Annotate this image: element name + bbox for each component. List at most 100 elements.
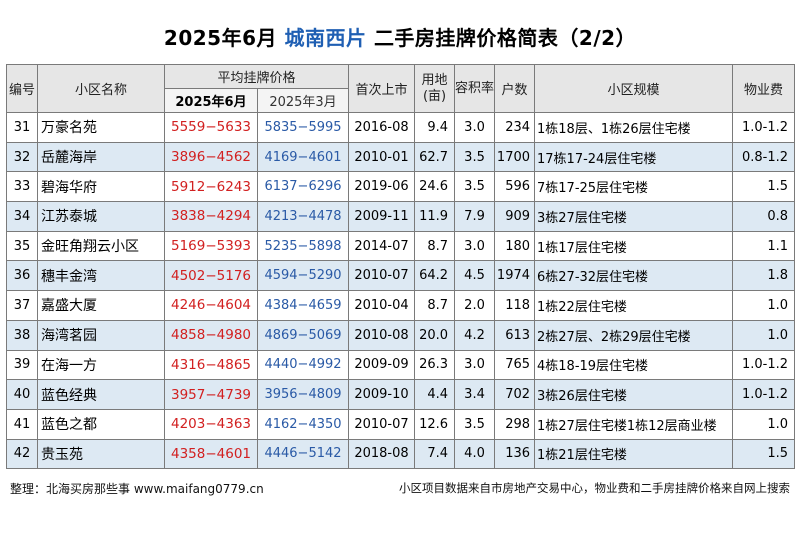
footer-credit: 整理：北海买房那些事 www.maifang0779.cn (10, 482, 264, 496)
cell-far: 3.5 (454, 408, 496, 440)
cell-price-mar: 4384−4659 (256, 290, 350, 321)
cell-name: 海湾茗园 (37, 319, 165, 351)
cell-name: 嘉盛大厦 (37, 290, 165, 321)
cell-name: 岳麓海岸 (37, 141, 165, 173)
cell-first-listed: 2010-01 (348, 141, 416, 173)
header-avg-price: 平均挂牌价格 (163, 64, 350, 89)
cell-price-jun: 3838−4294 (164, 201, 258, 232)
cell-no: 37 (6, 290, 38, 321)
cell-households: 298 (494, 408, 536, 440)
cell-far: 3.0 (454, 112, 496, 143)
cell-price-jun: 3957−4739 (164, 379, 258, 410)
cell-price-mar: 4594−5290 (256, 260, 350, 292)
cell-no: 31 (6, 112, 38, 143)
cell-land: 62.7 (414, 141, 456, 173)
cell-land: 20.0 (414, 319, 456, 351)
cell-scale: 17栋17-24层住宅楼 (534, 141, 734, 173)
cell-scale: 6栋27-32层住宅楼 (534, 260, 734, 292)
cell-land: 12.6 (414, 408, 456, 440)
cell-fee: 0.8-1.2 (732, 141, 796, 173)
cell-first-listed: 2018-08 (348, 438, 416, 470)
cell-land: 11.9 (414, 201, 456, 232)
header-land: 用地(亩) (414, 64, 456, 113)
cell-price-mar: 4169−4601 (256, 141, 350, 173)
table-row: 34 江苏泰城 3838−4294 4213−4478 2009-11 11.9 7.9 90… (6, 201, 796, 232)
cell-fee: 1.0 (732, 408, 796, 440)
table-row: 39 在海一方 4316−4865 4440−4992 2009-09 26.3 3.0 76… (6, 349, 796, 381)
header-households: 户数 (494, 64, 536, 113)
table-row: 38 海湾茗园 4858−4980 4869−5069 2010-08 20.0 4.2 61… (6, 319, 796, 351)
cell-price-mar: 6137−6296 (256, 171, 350, 203)
cell-first-listed: 2010-07 (348, 408, 416, 440)
cell-land: 8.7 (414, 290, 456, 321)
cell-name: 万豪名苑 (37, 112, 165, 143)
cell-no: 42 (6, 438, 38, 470)
cell-fee: 1.0-1.2 (732, 349, 796, 381)
table-row: 37 嘉盛大厦 4246−4604 4384−4659 2010-04 8.7 2.0 118… (6, 290, 796, 321)
title-district: 城南西片 (284, 26, 367, 50)
cell-no: 39 (6, 349, 38, 381)
cell-far: 4.5 (454, 260, 496, 292)
cell-no: 41 (6, 408, 38, 440)
cell-households: 136 (494, 438, 536, 470)
cell-land: 24.6 (414, 171, 456, 203)
table-row: 31 万豪名苑 5559−5633 5835−5995 2016-08 9.4 3.0 234… (6, 112, 796, 143)
cell-scale: 1栋27层住宅楼1栋12层商业楼 (534, 408, 734, 440)
cell-price-jun: 4246−4604 (164, 290, 258, 321)
cell-households: 234 (494, 112, 536, 143)
cell-scale: 1栋18层、1栋26层住宅楼 (534, 112, 734, 143)
cell-fee: 1.0 (732, 290, 796, 321)
title-month: 2025年6月 (163, 26, 277, 50)
cell-no: 36 (6, 260, 38, 292)
cell-far: 3.5 (454, 141, 496, 173)
cell-scale: 4栋18-19层住宅楼 (534, 349, 734, 381)
table-row: 40 蓝色经典 3957−4739 3956−4809 2009-10 4.4 3.4 702… (6, 379, 796, 410)
cell-first-listed: 2009-10 (348, 379, 416, 410)
cell-price-jun: 4858−4980 (164, 319, 258, 351)
cell-no: 35 (6, 230, 38, 262)
cell-no: 32 (6, 141, 38, 173)
cell-fee: 1.8 (732, 260, 796, 292)
cell-first-listed: 2016-08 (348, 112, 416, 143)
cell-price-jun: 4203−4363 (164, 408, 258, 440)
cell-far: 7.9 (454, 201, 496, 232)
cell-fee: 1.5 (732, 438, 796, 470)
cell-households: 596 (494, 171, 536, 203)
cell-first-listed: 2014-07 (348, 230, 416, 262)
cell-price-mar: 4440−4992 (256, 349, 350, 381)
cell-far: 4.0 (454, 438, 496, 470)
header-fee: 物业费 (732, 64, 796, 113)
header-far: 容积率 (454, 64, 496, 113)
table-row: 35 金旺角翔云小区 5169−5393 5235−5898 2014-07 8.7 3.0… (6, 230, 796, 262)
cell-no: 38 (6, 319, 38, 351)
cell-far: 3.0 (454, 349, 496, 381)
cell-no: 33 (6, 171, 38, 203)
cell-households: 613 (494, 319, 536, 351)
cell-fee: 1.0-1.2 (732, 112, 796, 143)
cell-land: 4.4 (414, 379, 456, 410)
cell-price-jun: 5912−6243 (164, 171, 258, 203)
cell-name: 金旺角翔云小区 (37, 230, 165, 262)
cell-far: 2.0 (454, 290, 496, 321)
cell-land: 9.4 (414, 112, 456, 143)
table-row: 36 穗丰金湾 4502−5176 4594−5290 2010-07 64.2 4.5 19… (6, 260, 796, 292)
table-row: 41 蓝色之都 4203−4363 4162−4350 2010-07 12.6 3.5 29… (6, 408, 796, 440)
cell-households: 909 (494, 201, 536, 232)
cell-price-mar: 5835−5995 (256, 112, 350, 143)
cell-far: 3.4 (454, 379, 496, 410)
table-row: 32 岳麓海岸 3896−4562 4169−4601 2010-01 62.7 3.5 17… (6, 141, 796, 173)
table-body: 31 万豪名苑 5559−5633 5835−5995 2016-08 9.4 3.0 234… (6, 112, 796, 470)
cell-fee: 0.8 (732, 201, 796, 232)
cell-price-mar: 4213−4478 (256, 201, 350, 232)
header-no: 编号 (6, 64, 38, 113)
cell-land: 26.3 (414, 349, 456, 381)
cell-no: 40 (6, 379, 38, 410)
table-row: 42 贵玉苑 4358−4601 4446−5142 2018-08 7.4 4.0 136 1… (6, 438, 796, 470)
cell-households: 765 (494, 349, 536, 381)
cell-name: 碧海华府 (37, 171, 165, 203)
cell-name: 蓝色经典 (37, 379, 165, 410)
cell-name: 蓝色之都 (37, 408, 165, 440)
cell-first-listed: 2010-07 (348, 260, 416, 292)
cell-scale: 3栋26层住宅楼 (534, 379, 734, 410)
cell-price-jun: 4316−4865 (164, 349, 258, 381)
